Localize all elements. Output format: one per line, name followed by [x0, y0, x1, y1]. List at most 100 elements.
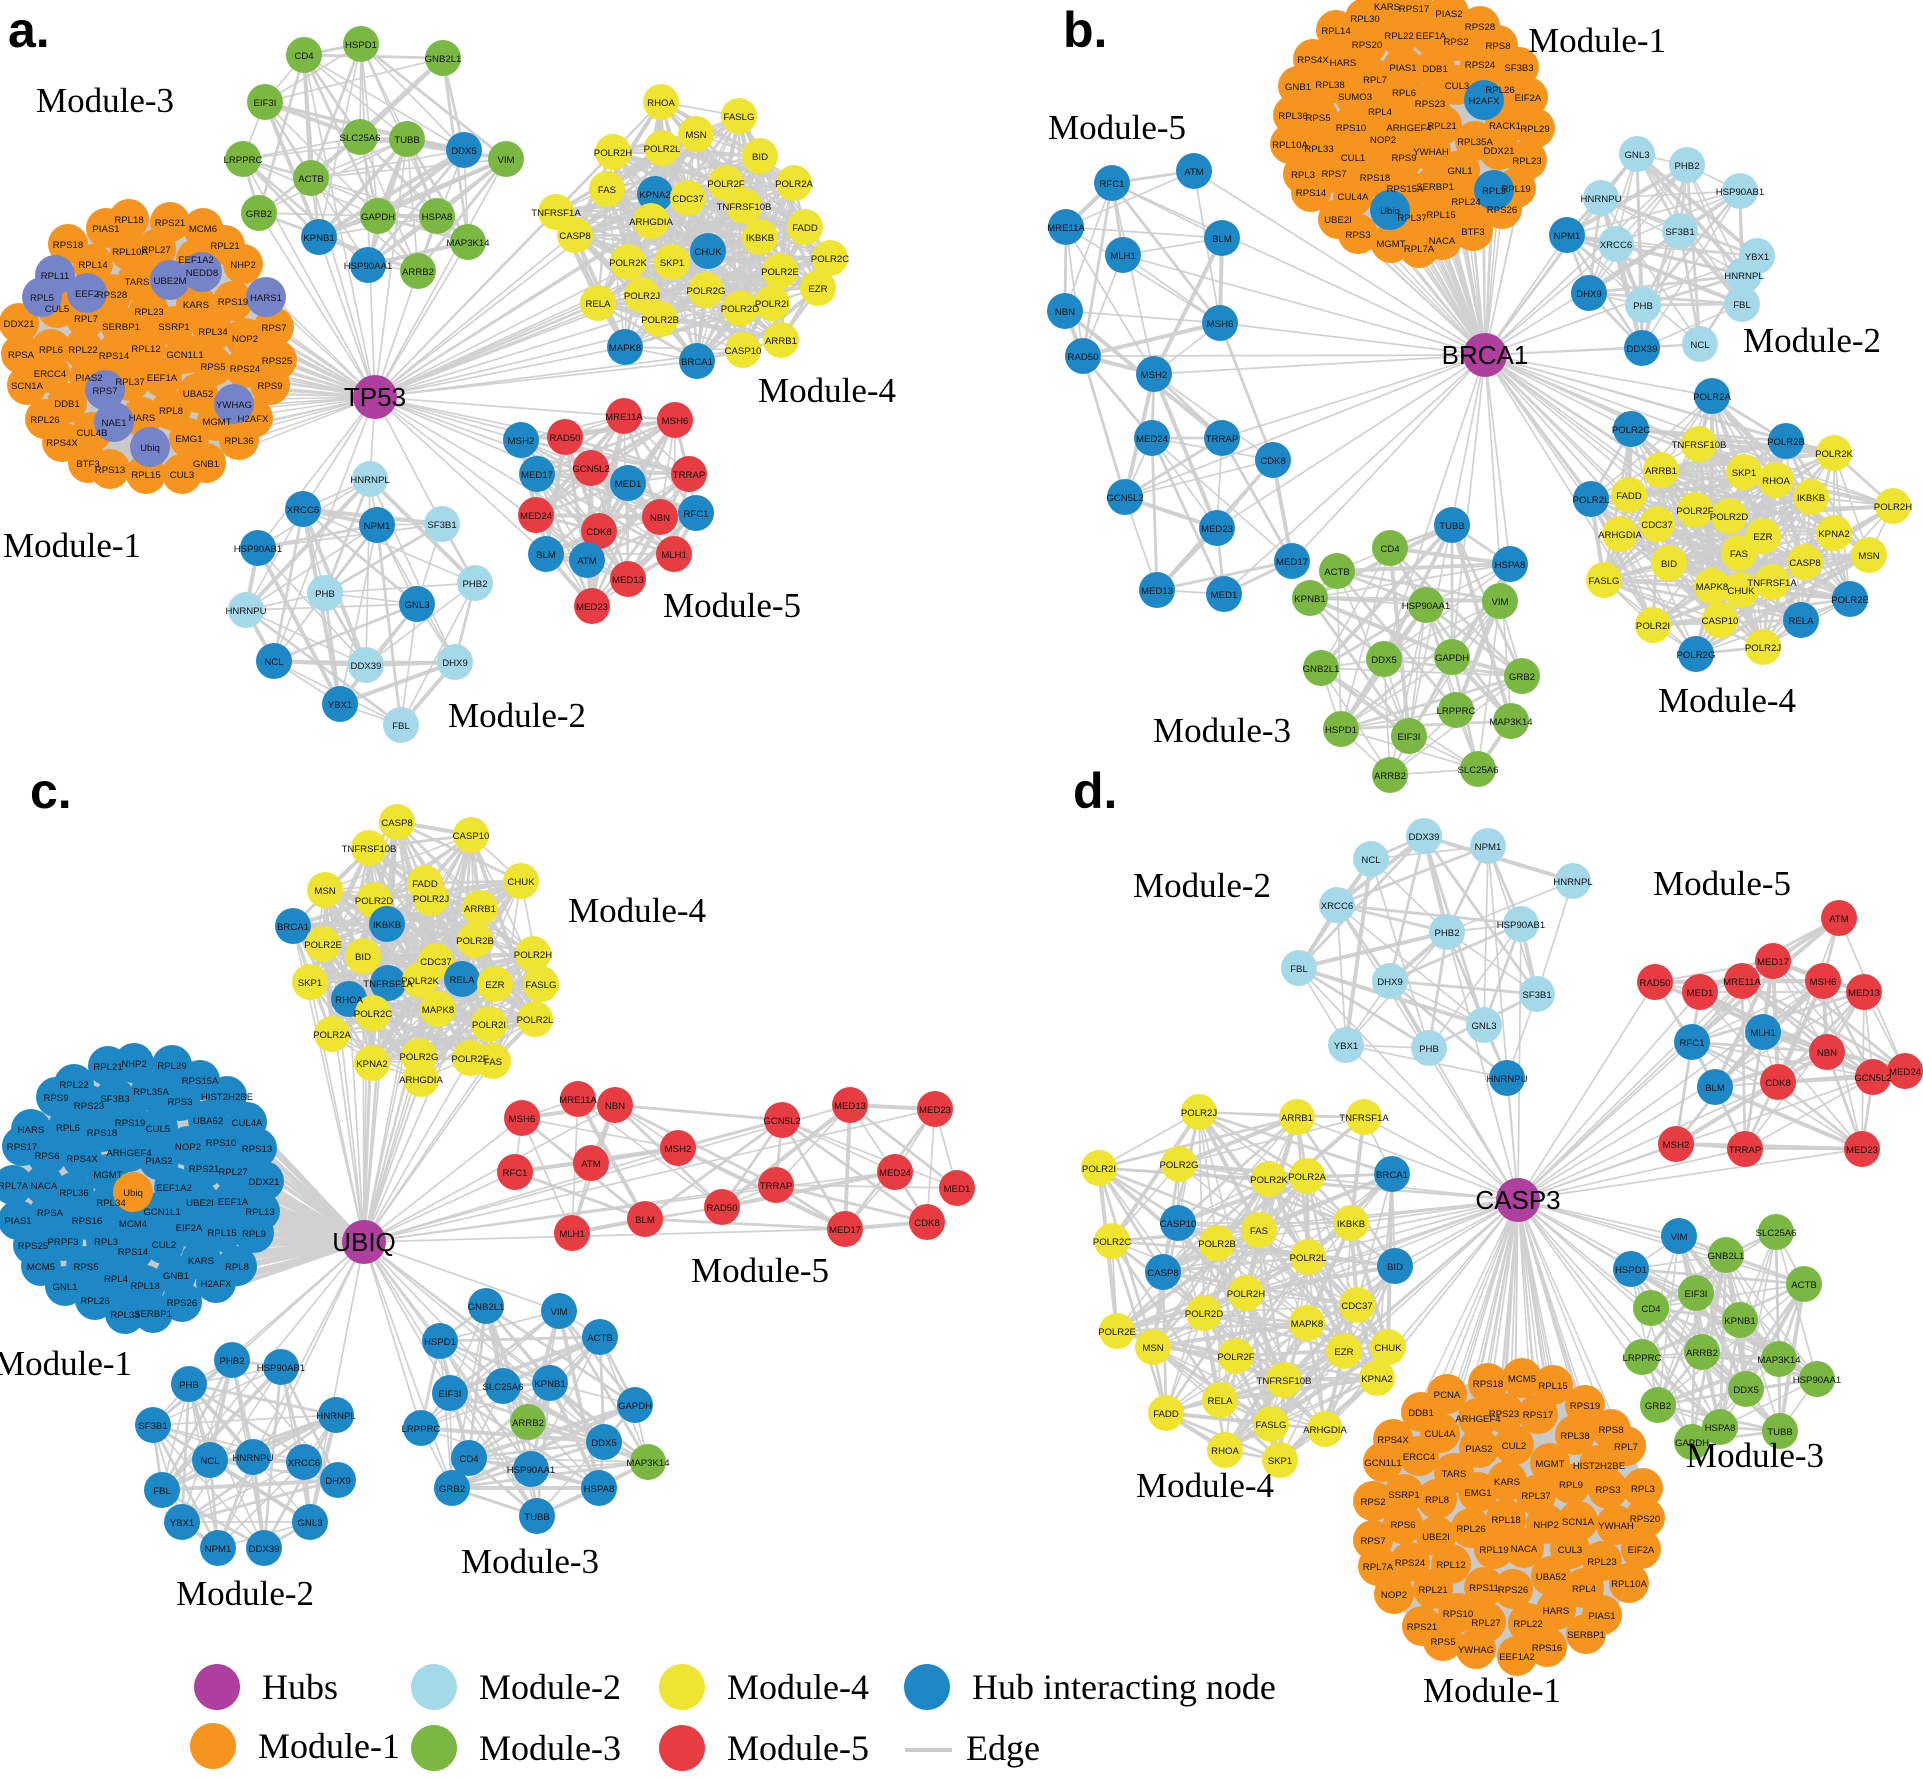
svg-text:MRE11A: MRE11A [605, 412, 643, 423]
svg-text:EEF1A2: EEF1A2 [178, 255, 214, 266]
svg-text:NPM1: NPM1 [205, 1544, 232, 1555]
svg-text:CHUK: CHUK [507, 877, 535, 888]
svg-text:RPS2: RPS2 [1443, 37, 1468, 48]
svg-text:RPS26: RPS26 [1498, 1585, 1528, 1596]
svg-text:BLM: BLM [635, 1215, 655, 1226]
svg-text:SKP1: SKP1 [660, 258, 685, 269]
svg-text:RPL36: RPL36 [1278, 111, 1307, 122]
svg-text:RPS17: RPS17 [7, 1142, 37, 1153]
svg-text:RELA: RELA [1788, 616, 1814, 627]
svg-text:HSPA8: HSPA8 [1705, 1423, 1736, 1434]
svg-text:CUL4A: CUL4A [1425, 1429, 1457, 1440]
svg-text:CASP10: CASP10 [725, 346, 762, 357]
svg-text:RPL3: RPL3 [1631, 1484, 1655, 1495]
svg-text:HNRNPL: HNRNPL [316, 1411, 356, 1422]
svg-text:GAPDH: GAPDH [618, 1401, 652, 1412]
svg-text:Module-2: Module-2 [479, 1667, 621, 1707]
svg-text:MED23: MED23 [1846, 1145, 1878, 1156]
svg-text:GNL3: GNL3 [1624, 150, 1649, 161]
svg-text:SERBP1: SERBP1 [134, 1309, 172, 1320]
svg-text:SKP1: SKP1 [1732, 468, 1757, 479]
svg-text:NOP2: NOP2 [232, 334, 258, 345]
svg-text:SF3B3: SF3B3 [1504, 63, 1533, 74]
svg-text:RPS19: RPS19 [115, 1118, 145, 1129]
svg-text:POLR2D: POLR2D [355, 896, 393, 907]
svg-text:POLR2K: POLR2K [609, 258, 647, 269]
svg-text:ARRB1: ARRB1 [765, 336, 797, 347]
svg-text:FAS: FAS [1730, 549, 1748, 560]
svg-text:RPL37: RPL37 [1521, 1491, 1550, 1502]
svg-text:MAPK8: MAPK8 [1291, 1319, 1324, 1330]
svg-text:RPL21: RPL21 [93, 1062, 122, 1073]
svg-text:RPS16: RPS16 [1532, 1643, 1562, 1654]
svg-text:ARRB1: ARRB1 [464, 904, 496, 915]
svg-text:CASP8: CASP8 [1789, 558, 1820, 569]
svg-text:RPL6: RPL6 [1392, 88, 1416, 99]
svg-text:XRCC6: XRCC6 [1600, 240, 1633, 251]
svg-text:PHB2: PHB2 [462, 579, 487, 590]
svg-text:MSH6: MSH6 [1810, 977, 1837, 988]
svg-text:SSRP1: SSRP1 [158, 322, 189, 333]
svg-text:RPL29: RPL29 [157, 1061, 186, 1072]
svg-text:DDX5: DDX5 [1733, 1385, 1759, 1396]
svg-text:PIAS1: PIAS1 [1389, 63, 1416, 74]
svg-text:XRCC6: XRCC6 [287, 505, 320, 516]
svg-text:KPNA2: KPNA2 [356, 1059, 387, 1070]
svg-text:RPS21: RPS21 [155, 218, 185, 229]
svg-text:RPS18: RPS18 [87, 1128, 117, 1139]
svg-text:RPL7A: RPL7A [0, 1181, 29, 1192]
svg-text:RFC1: RFC1 [683, 509, 708, 520]
svg-text:HSP90AA1: HSP90AA1 [1402, 601, 1451, 612]
svg-text:EEF1A: EEF1A [1416, 31, 1447, 42]
svg-text:RPS6: RPS6 [1390, 1520, 1415, 1531]
svg-text:GRB2: GRB2 [246, 209, 272, 220]
svg-text:HSPD1: HSPD1 [345, 40, 377, 51]
svg-text:RPS26: RPS26 [167, 1298, 197, 1309]
svg-text:POLR2D: POLR2D [721, 304, 759, 315]
svg-text:Module-1: Module-1 [3, 526, 141, 565]
svg-text:Module-4: Module-4 [758, 371, 896, 410]
svg-text:POLR2J: POLR2J [1745, 643, 1781, 654]
svg-text:RPL27: RPL27 [141, 245, 170, 256]
svg-text:Edge: Edge [966, 1728, 1040, 1768]
svg-text:RPS18: RPS18 [1473, 1379, 1503, 1390]
svg-text:NAE1: NAE1 [101, 418, 126, 429]
svg-text:MED23: MED23 [1201, 524, 1233, 535]
svg-text:POLR2B: POLR2B [641, 315, 679, 326]
svg-text:RPL26: RPL26 [1456, 1524, 1485, 1535]
svg-text:Module-5: Module-5 [663, 586, 801, 625]
svg-text:GRB2: GRB2 [1645, 1401, 1671, 1412]
svg-text:POLR2J: POLR2J [413, 894, 449, 905]
svg-text:MLH1: MLH1 [559, 1229, 585, 1240]
svg-text:EMG1: EMG1 [1464, 1488, 1491, 1499]
svg-text:RELA: RELA [585, 299, 611, 310]
svg-text:H2AFX: H2AFX [201, 1279, 233, 1290]
svg-text:RPL4: RPL4 [1572, 1584, 1597, 1595]
svg-text:GNL1: GNL1 [52, 1282, 77, 1293]
svg-text:POLR2E: POLR2E [304, 940, 342, 951]
svg-text:PIAS2: PIAS2 [75, 373, 102, 384]
svg-text:GCN1L1: GCN1L1 [143, 1207, 180, 1218]
svg-text:POLR2C: POLR2C [811, 254, 849, 265]
svg-text:CUL4A: CUL4A [1338, 192, 1370, 203]
svg-text:RPS20: RPS20 [1630, 1514, 1660, 1525]
svg-text:GNL3: GNL3 [297, 1518, 322, 1529]
svg-text:DHX9: DHX9 [1576, 289, 1602, 300]
svg-text:FBL: FBL [153, 1486, 171, 1497]
svg-text:TNFRSF10B: TNFRSF10B [717, 202, 772, 213]
svg-text:DDX21: DDX21 [1484, 146, 1515, 157]
svg-text:RPS14: RPS14 [118, 1247, 149, 1258]
svg-text:SCN1A: SCN1A [1562, 1517, 1595, 1528]
svg-text:POLR2E: POLR2E [1831, 595, 1869, 606]
svg-text:UBA52: UBA52 [183, 389, 213, 400]
svg-text:Module-3: Module-3 [1153, 711, 1291, 750]
svg-text:PHB: PHB [1633, 301, 1653, 312]
svg-text:RPS23: RPS23 [1415, 99, 1445, 110]
svg-text:PIAS1: PIAS1 [1588, 1611, 1615, 1622]
svg-text:GCN1L1: GCN1L1 [1364, 1458, 1401, 1469]
svg-text:TARS: TARS [125, 277, 150, 288]
svg-text:PHB2: PHB2 [219, 1356, 244, 1367]
svg-text:POLR2J: POLR2J [624, 291, 660, 302]
svg-text:YBX1: YBX1 [1745, 252, 1770, 263]
svg-text:RPS4X: RPS4X [1297, 55, 1329, 66]
